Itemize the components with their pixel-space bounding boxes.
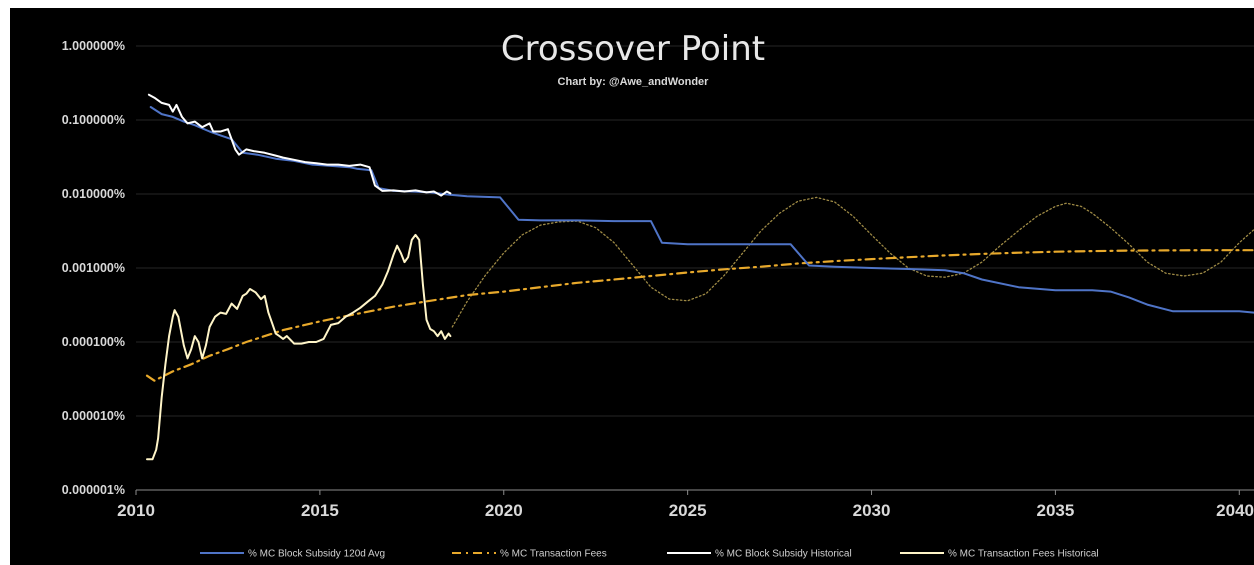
y-tick-label: 0.010000% — [62, 187, 125, 201]
y-tick-label: 1.000000% — [62, 39, 125, 53]
legend-label: % MC Transaction Fees Historical — [948, 549, 1099, 560]
series-lines — [145, 93, 1254, 461]
series-line — [147, 93, 452, 197]
series-line — [451, 196, 1254, 328]
legend-label: % MC Block Subsidy Historical — [715, 549, 852, 560]
series-line — [149, 106, 1254, 314]
crossover-chart: 1.000000% 0.100000% 0.010000% 0.001000% 0.00… — [62, 29, 1254, 560]
y-tick-label: 0.000001% — [62, 483, 125, 497]
x-tick-label: 2015 — [301, 501, 339, 520]
y-tick-label: 0.000100% — [62, 335, 125, 349]
legend: % MC Block Subsidy 120d Avg % MC Transact… — [200, 549, 1099, 560]
legend-label: % MC Block Subsidy 120d Avg — [248, 549, 385, 560]
y-tick-label: 0.001000% — [62, 261, 125, 275]
chart-frame: 1.000000% 0.100000% 0.010000% 0.001000% 0.00… — [10, 8, 1254, 565]
y-tick-label: 0.000010% — [62, 409, 125, 423]
chart-subtitle: Chart by: @Awe_andWonder — [558, 76, 710, 88]
x-tick-label: 2010 — [117, 501, 155, 520]
x-tick-label: 2030 — [853, 501, 891, 520]
x-tick-labels: 2010 2015 2020 2025 2030 2035 2040 — [117, 501, 1254, 520]
x-tick-label: 2020 — [485, 501, 523, 520]
x-tick-label: 2035 — [1036, 501, 1074, 520]
x-tick-label: 2025 — [669, 501, 707, 520]
x-tick-label: 2040 — [1216, 501, 1254, 520]
chart-title: Crossover Point — [501, 29, 765, 69]
y-tick-label: 0.100000% — [62, 113, 125, 127]
series-line — [145, 249, 1254, 382]
legend-label: % MC Transaction Fees — [500, 549, 607, 560]
y-tick-labels: 1.000000% 0.100000% 0.010000% 0.001000% 0.00… — [62, 39, 125, 497]
series-line — [146, 233, 452, 461]
gridlines — [135, 45, 1254, 495]
